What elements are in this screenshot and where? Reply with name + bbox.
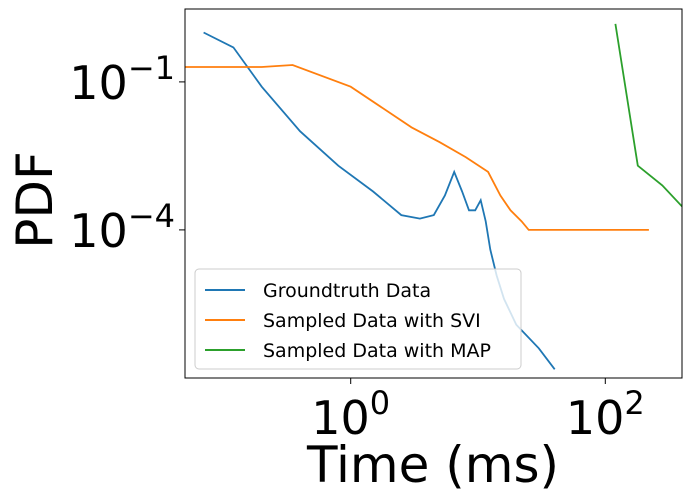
series-line-2 [614,23,682,208]
legend-label-svi: Sampled Data with SVI [263,310,481,332]
x-tick-label-0: 100 [311,384,390,445]
legend: Groundtruth Data Sampled Data with SVI S… [194,268,522,370]
legend-label-groundtruth: Groundtruth Data [263,280,431,302]
y-tick-label-1: 10−4 [69,197,175,258]
plot-frame [184,8,683,379]
legend-box [194,268,522,370]
series-line-1 [185,64,649,231]
x-tick-label-1: 102 [566,384,645,445]
y-tick-label-0: 10−1 [69,49,175,110]
legend-label-map: Sampled Data with MAP [263,340,491,362]
x-axis-label: Time (ms) [306,436,559,494]
y-axis-label: PDF [6,151,64,248]
ticks-layer: 100 102 10−1 10−4 [69,49,644,445]
